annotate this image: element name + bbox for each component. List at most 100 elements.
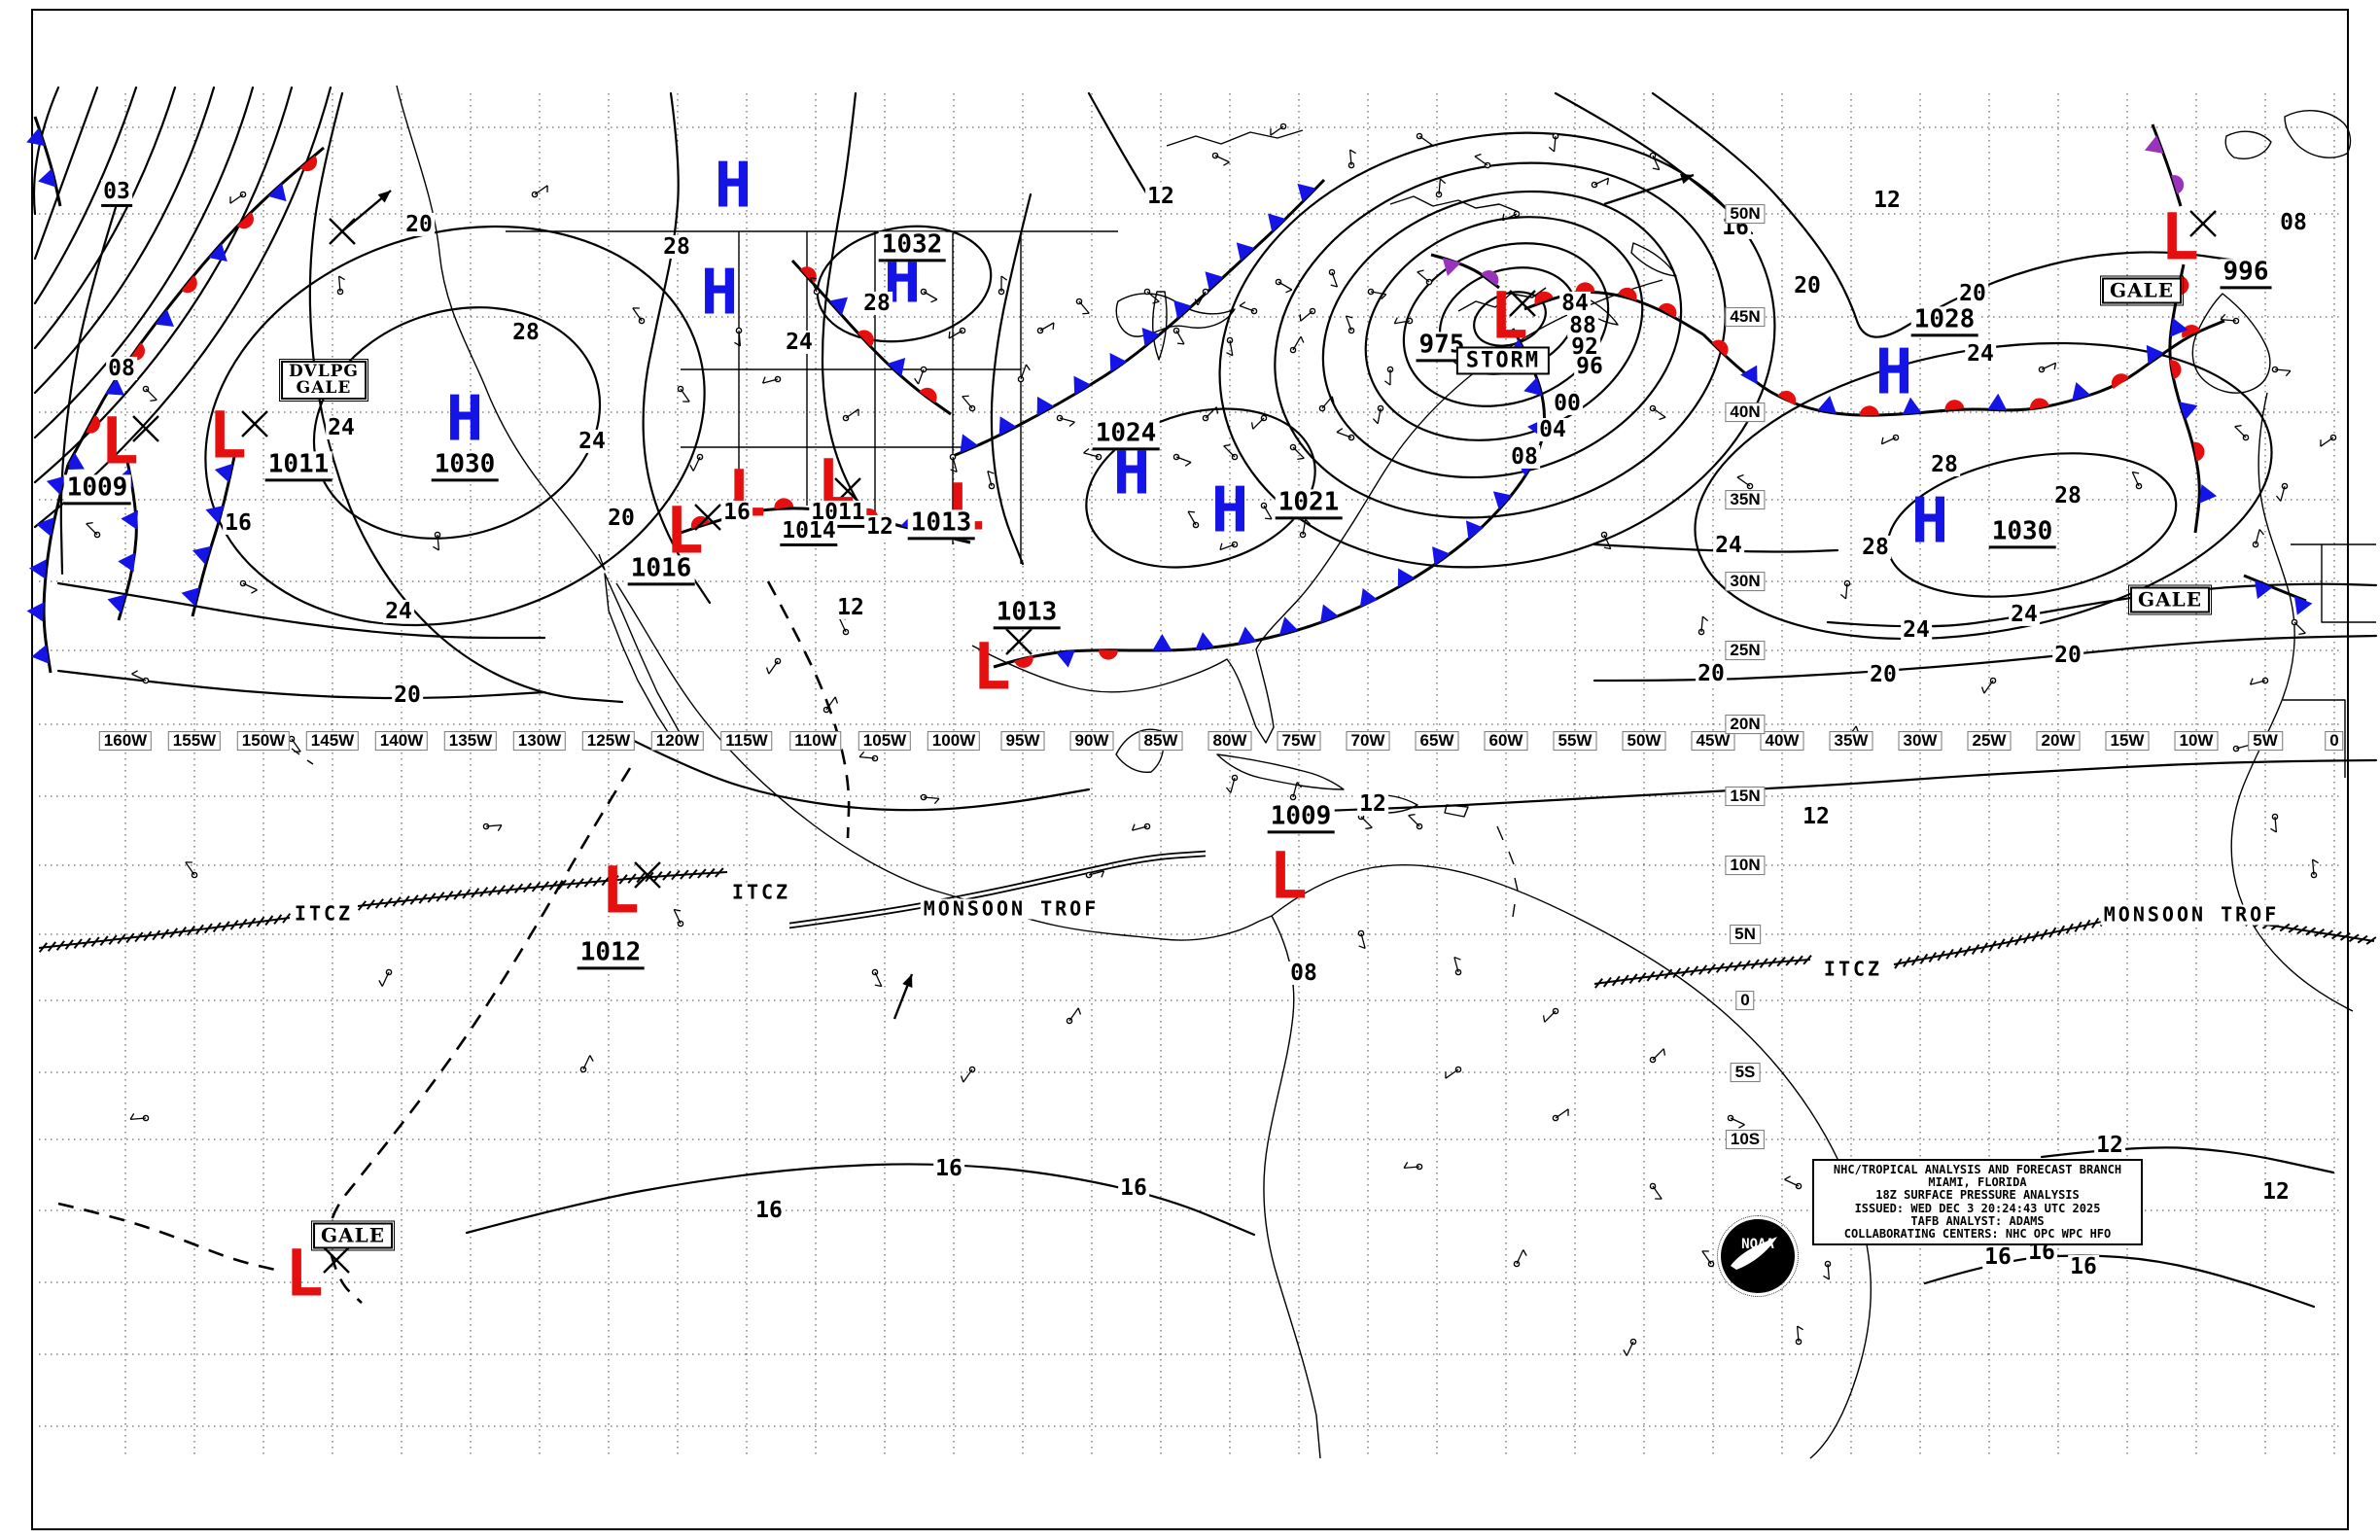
high-center-value: 1021	[1275, 489, 1343, 520]
longitude-label: 45W	[1691, 731, 1735, 751]
isobar-label: 84	[1559, 290, 1591, 316]
fronts	[26, 116, 2377, 1304]
isobar-label: 16	[1118, 1174, 1149, 1201]
isobar-label: 28	[1860, 534, 1891, 560]
longitude-label: 90W	[1069, 731, 1114, 751]
position-marks	[132, 173, 2217, 1274]
stationary-front	[1701, 319, 2225, 417]
longitude-label: 55W	[1553, 731, 1597, 751]
low-center-value: 1011	[264, 451, 332, 482]
noaa-logo-ring	[1717, 1215, 1799, 1297]
low-center-value: 996	[2220, 259, 2272, 290]
stationary-front	[65, 146, 325, 471]
latitude-label: 45N	[1725, 307, 1766, 327]
longitude-label: 145W	[305, 731, 360, 751]
isobar-label: 16	[933, 1155, 964, 1181]
zone-label: MONSOON TROF	[920, 898, 1102, 920]
longitude-label: 150W	[236, 731, 291, 751]
hatch-front	[1593, 955, 1812, 989]
latitude-label: 15N	[1725, 787, 1766, 806]
latitude-label: 0	[1735, 991, 1755, 1010]
info-line-analyst: TAFB ANALYST: ADAMS	[1910, 1213, 2045, 1228]
longitude-label: 20W	[2036, 731, 2081, 751]
longitude-label: 105W	[858, 731, 912, 751]
cold-front	[950, 178, 1326, 459]
low-center-symbol: L	[972, 629, 1011, 705]
longitude-label: 50W	[1622, 731, 1666, 751]
high-center-value: 1030	[431, 451, 499, 482]
double-front	[788, 850, 1207, 929]
low-center-symbol: L	[100, 403, 139, 479]
map-border	[31, 9, 2349, 1530]
high-center-value: 1028	[1910, 306, 1978, 337]
low-center-symbol: L	[601, 853, 640, 928]
isobar-label: 28	[861, 290, 892, 316]
stationary-front	[790, 259, 952, 416]
isobar-label: 00	[1552, 390, 1583, 416]
isobar-label: 12	[1357, 790, 1388, 817]
zone-label: ITCZ	[1820, 959, 1886, 980]
isobar-label: 24	[2009, 601, 2040, 627]
low-center-value: 1012	[577, 939, 645, 970]
cold-front	[2243, 574, 2313, 615]
isobar-label: 16	[1982, 1243, 2013, 1270]
isobar-label: 20	[1957, 280, 1988, 306]
low-center-value: 1016	[627, 555, 695, 586]
dashed-front	[57, 1202, 285, 1274]
latitude-label: 10N	[1725, 856, 1766, 875]
cold-front	[26, 116, 62, 207]
high-center-symbol: H	[445, 383, 484, 456]
high-center-symbol: H	[1910, 485, 1949, 558]
annotation-box: GALE	[2100, 275, 2184, 306]
isobar-label: 20	[1792, 272, 1823, 298]
isobar-label: 12	[1145, 183, 1176, 209]
isobar-label: 20	[606, 505, 637, 531]
low-center-symbol: L	[665, 493, 704, 569]
longitude-label: 140W	[374, 731, 429, 751]
high-center-symbol: H	[1112, 437, 1151, 509]
isobar-label: 28	[2052, 482, 2083, 508]
longitude-label: 95W	[1000, 731, 1045, 751]
longitude-label: 115W	[720, 731, 773, 751]
longitude-label: 100W	[927, 731, 981, 751]
longitude-label: 15W	[2105, 731, 2150, 751]
zone-label: ITCZ	[728, 882, 794, 903]
longitude-label: 85W	[1138, 731, 1183, 751]
dashed-front	[327, 767, 632, 1304]
high-center-symbol: H	[700, 257, 739, 330]
isobar-label: 24	[326, 414, 357, 440]
high-center-symbol: H	[714, 150, 752, 223]
longitude-label: 130W	[512, 731, 567, 751]
latitude-label: 30N	[1725, 572, 1766, 591]
high-center-value: 1032	[878, 231, 946, 262]
longitude-label: 30W	[1898, 731, 1942, 751]
zone-label: ITCZ	[291, 903, 357, 925]
annotation-box: STORM	[1455, 346, 1551, 375]
info-line-product: 18Z SURFACE PRESSURE ANALYSIS	[1875, 1188, 2080, 1203]
longitude-label: 75W	[1277, 731, 1321, 751]
isobar-label: 1014	[780, 519, 838, 547]
isobar-label: 03	[101, 180, 132, 208]
isobar-label: 28	[510, 319, 542, 345]
isobar-label: 08	[1509, 443, 1540, 470]
latitude-label: 50N	[1725, 204, 1766, 224]
info-line-city: MIAMI, FLORIDA	[1928, 1175, 2027, 1190]
latitude-label: 5S	[1730, 1063, 1761, 1082]
noaa-logo: NOAA	[1717, 1215, 1799, 1297]
longitude-label: 80W	[1208, 731, 1252, 751]
longitude-label: 70W	[1346, 731, 1390, 751]
hatch-front	[2245, 918, 2377, 945]
isobar-label: 08	[2278, 209, 2309, 235]
isobar-label: 12	[2094, 1132, 2125, 1158]
occluded-front	[2144, 123, 2185, 207]
low-center-value: 1009	[63, 474, 131, 506]
isobar-label: 20	[392, 682, 423, 708]
isobar-label: 28	[1929, 451, 1960, 477]
hatch-front	[357, 867, 728, 911]
longitude-label: 135W	[443, 731, 498, 751]
occluded-front	[1430, 253, 1500, 290]
high-center-value: 1030	[1988, 518, 2056, 549]
station-plots	[86, 122, 2337, 1356]
low-center-value: 1009	[1267, 803, 1335, 834]
